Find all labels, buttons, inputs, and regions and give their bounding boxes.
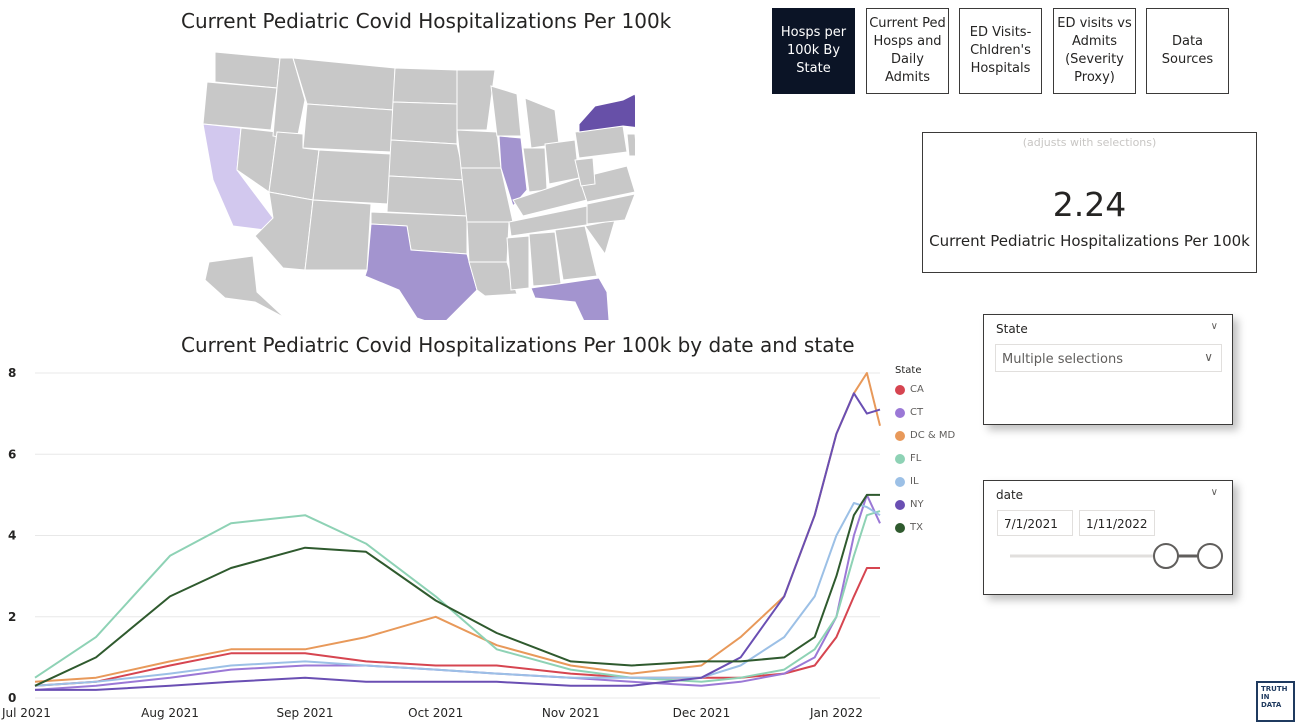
- state-or[interactable]: [202, 81, 278, 131]
- legend-item-il[interactable]: IL: [895, 476, 919, 487]
- state-nj[interactable]: [626, 133, 635, 157]
- state-ia[interactable]: [456, 129, 502, 169]
- y-tick-label: 0: [8, 691, 16, 705]
- x-tick-label: Sep 2021: [277, 706, 334, 720]
- state-mi[interactable]: [524, 97, 560, 149]
- series-line-tx[interactable]: [34, 493, 880, 687]
- legend-item-ny[interactable]: NY: [895, 499, 924, 510]
- y-tick-label: 6: [8, 447, 16, 461]
- x-tick-label: Aug 2021: [141, 706, 199, 720]
- start-date-input[interactable]: 7/1/2021: [997, 510, 1073, 536]
- date-slicer-title: date: [996, 488, 1024, 502]
- legend-label: TX: [910, 522, 923, 533]
- state-oh[interactable]: [544, 139, 580, 185]
- legend-marker: [895, 522, 905, 533]
- legend-item-tx[interactable]: TX: [895, 522, 923, 533]
- legend-marker: [895, 384, 905, 395]
- state-slicer: State ∨ Multiple selections ∨: [983, 314, 1233, 425]
- legend-item-fl[interactable]: FL: [895, 453, 921, 464]
- state-ny[interactable]: [578, 93, 635, 133]
- legend-label: FL: [910, 453, 922, 464]
- legend-label: NY: [910, 499, 924, 510]
- truth-in-data-logo: TRUTH IN DATA: [1256, 681, 1295, 722]
- line-chart: 0 2 4 6 8 Jul 2021 Aug 2021 Sep 2021 Oct 2021 Nov…: [1, 366, 881, 720]
- legend-title: State: [895, 365, 922, 376]
- state-ks[interactable]: [386, 175, 468, 217]
- state-wy[interactable]: [302, 103, 394, 153]
- state-ga[interactable]: [554, 225, 598, 281]
- state-mt[interactable]: [292, 57, 396, 111]
- map-title: Current Pediatric Covid Hospitalizations…: [181, 9, 672, 33]
- state-nc[interactable]: [586, 193, 635, 225]
- end-date-input[interactable]: 1/11/2022: [1079, 510, 1155, 536]
- state-tx[interactable]: [364, 223, 478, 320]
- state-ak[interactable]: [204, 255, 286, 319]
- state-mn[interactable]: [456, 69, 496, 131]
- nav-ed-vs-admits-button[interactable]: ED visits vs Admits (Severity Proxy): [1053, 8, 1136, 94]
- x-tick-label: Jul 2021: [1, 706, 51, 720]
- state-dropdown[interactable]: Multiple selections ∨: [995, 344, 1222, 372]
- state-dropdown-value: Multiple selections: [1002, 352, 1123, 367]
- x-tick-label: Jan 2022: [809, 706, 863, 720]
- chart-title: Current Pediatric Covid Hospitalizations…: [181, 333, 855, 357]
- y-tick-label: 4: [8, 529, 16, 543]
- kpi-label: Current Pediatric Hospitalizations Per 1…: [929, 232, 1250, 250]
- nav-current-ped-hosps-button[interactable]: Current Ped Hosps and Daily Admits: [866, 8, 949, 94]
- legend-label: IL: [910, 476, 919, 487]
- nav-data-sources-button[interactable]: Data Sources: [1146, 8, 1229, 94]
- state-fl[interactable]: [530, 277, 610, 320]
- x-tick-label: Oct 2021: [408, 706, 463, 720]
- legend-label: DC & MD: [910, 430, 956, 441]
- state-ne[interactable]: [388, 139, 466, 181]
- kpi-hint: (adjusts with selections): [1022, 136, 1157, 149]
- chevron-down-icon: ∨: [1204, 350, 1213, 364]
- range-start-handle[interactable]: [1153, 543, 1179, 569]
- state-wa[interactable]: [214, 51, 281, 89]
- x-tick-label: Dec 2021: [673, 706, 731, 720]
- x-tick-label: Nov 2021: [542, 706, 600, 720]
- legend-item-ct[interactable]: CT: [895, 407, 923, 418]
- legend-label: CA: [910, 384, 924, 395]
- legend-marker: [895, 430, 905, 441]
- chevron-down-icon[interactable]: ∨: [1210, 487, 1218, 498]
- series-line-ca[interactable]: [34, 567, 880, 687]
- y-tick-label: 2: [8, 610, 16, 624]
- state-co[interactable]: [312, 149, 392, 205]
- state-ms[interactable]: [506, 235, 530, 291]
- state-wi[interactable]: [490, 85, 522, 137]
- legend-item-ca[interactable]: CA: [895, 384, 924, 395]
- state-az[interactable]: [254, 191, 314, 271]
- date-range-slider[interactable]: [1004, 541, 1229, 571]
- kpi-card: (adjusts with selections) 2.24 Current P…: [922, 132, 1257, 273]
- legend-label: CT: [910, 407, 924, 418]
- legend-marker: [895, 453, 905, 464]
- state-la[interactable]: [468, 261, 518, 297]
- legend-marker: [895, 407, 905, 418]
- us-map[interactable]: [195, 40, 635, 320]
- range-end-handle[interactable]: [1197, 543, 1223, 569]
- legend-item-dc-md[interactable]: DC & MD: [895, 430, 955, 441]
- state-nm[interactable]: [304, 199, 372, 271]
- kpi-value: 2.24: [1052, 185, 1127, 224]
- legend-marker: [895, 476, 905, 487]
- state-wv[interactable]: [574, 157, 596, 187]
- chevron-down-icon[interactable]: ∨: [1210, 321, 1218, 332]
- date-slicer: date ∨ 7/1/2021 1/11/2022: [983, 480, 1233, 595]
- series-line-dc-md[interactable]: [34, 372, 881, 683]
- nav-hosps-per-100k-button[interactable]: Hosps per 100k By State: [772, 8, 855, 94]
- nav-ed-visits-button[interactable]: ED Visits- Chldren's Hospitals: [959, 8, 1042, 94]
- state-sd[interactable]: [390, 101, 458, 145]
- state-slicer-title: State: [996, 322, 1028, 336]
- series-line-fl[interactable]: [34, 510, 881, 683]
- state-ar[interactable]: [466, 221, 510, 263]
- legend-marker: [895, 499, 905, 510]
- series-line-ny[interactable]: [35, 392, 881, 691]
- state-nd[interactable]: [392, 67, 458, 105]
- y-tick-label: 8: [8, 366, 16, 380]
- series-line-il[interactable]: [34, 502, 881, 687]
